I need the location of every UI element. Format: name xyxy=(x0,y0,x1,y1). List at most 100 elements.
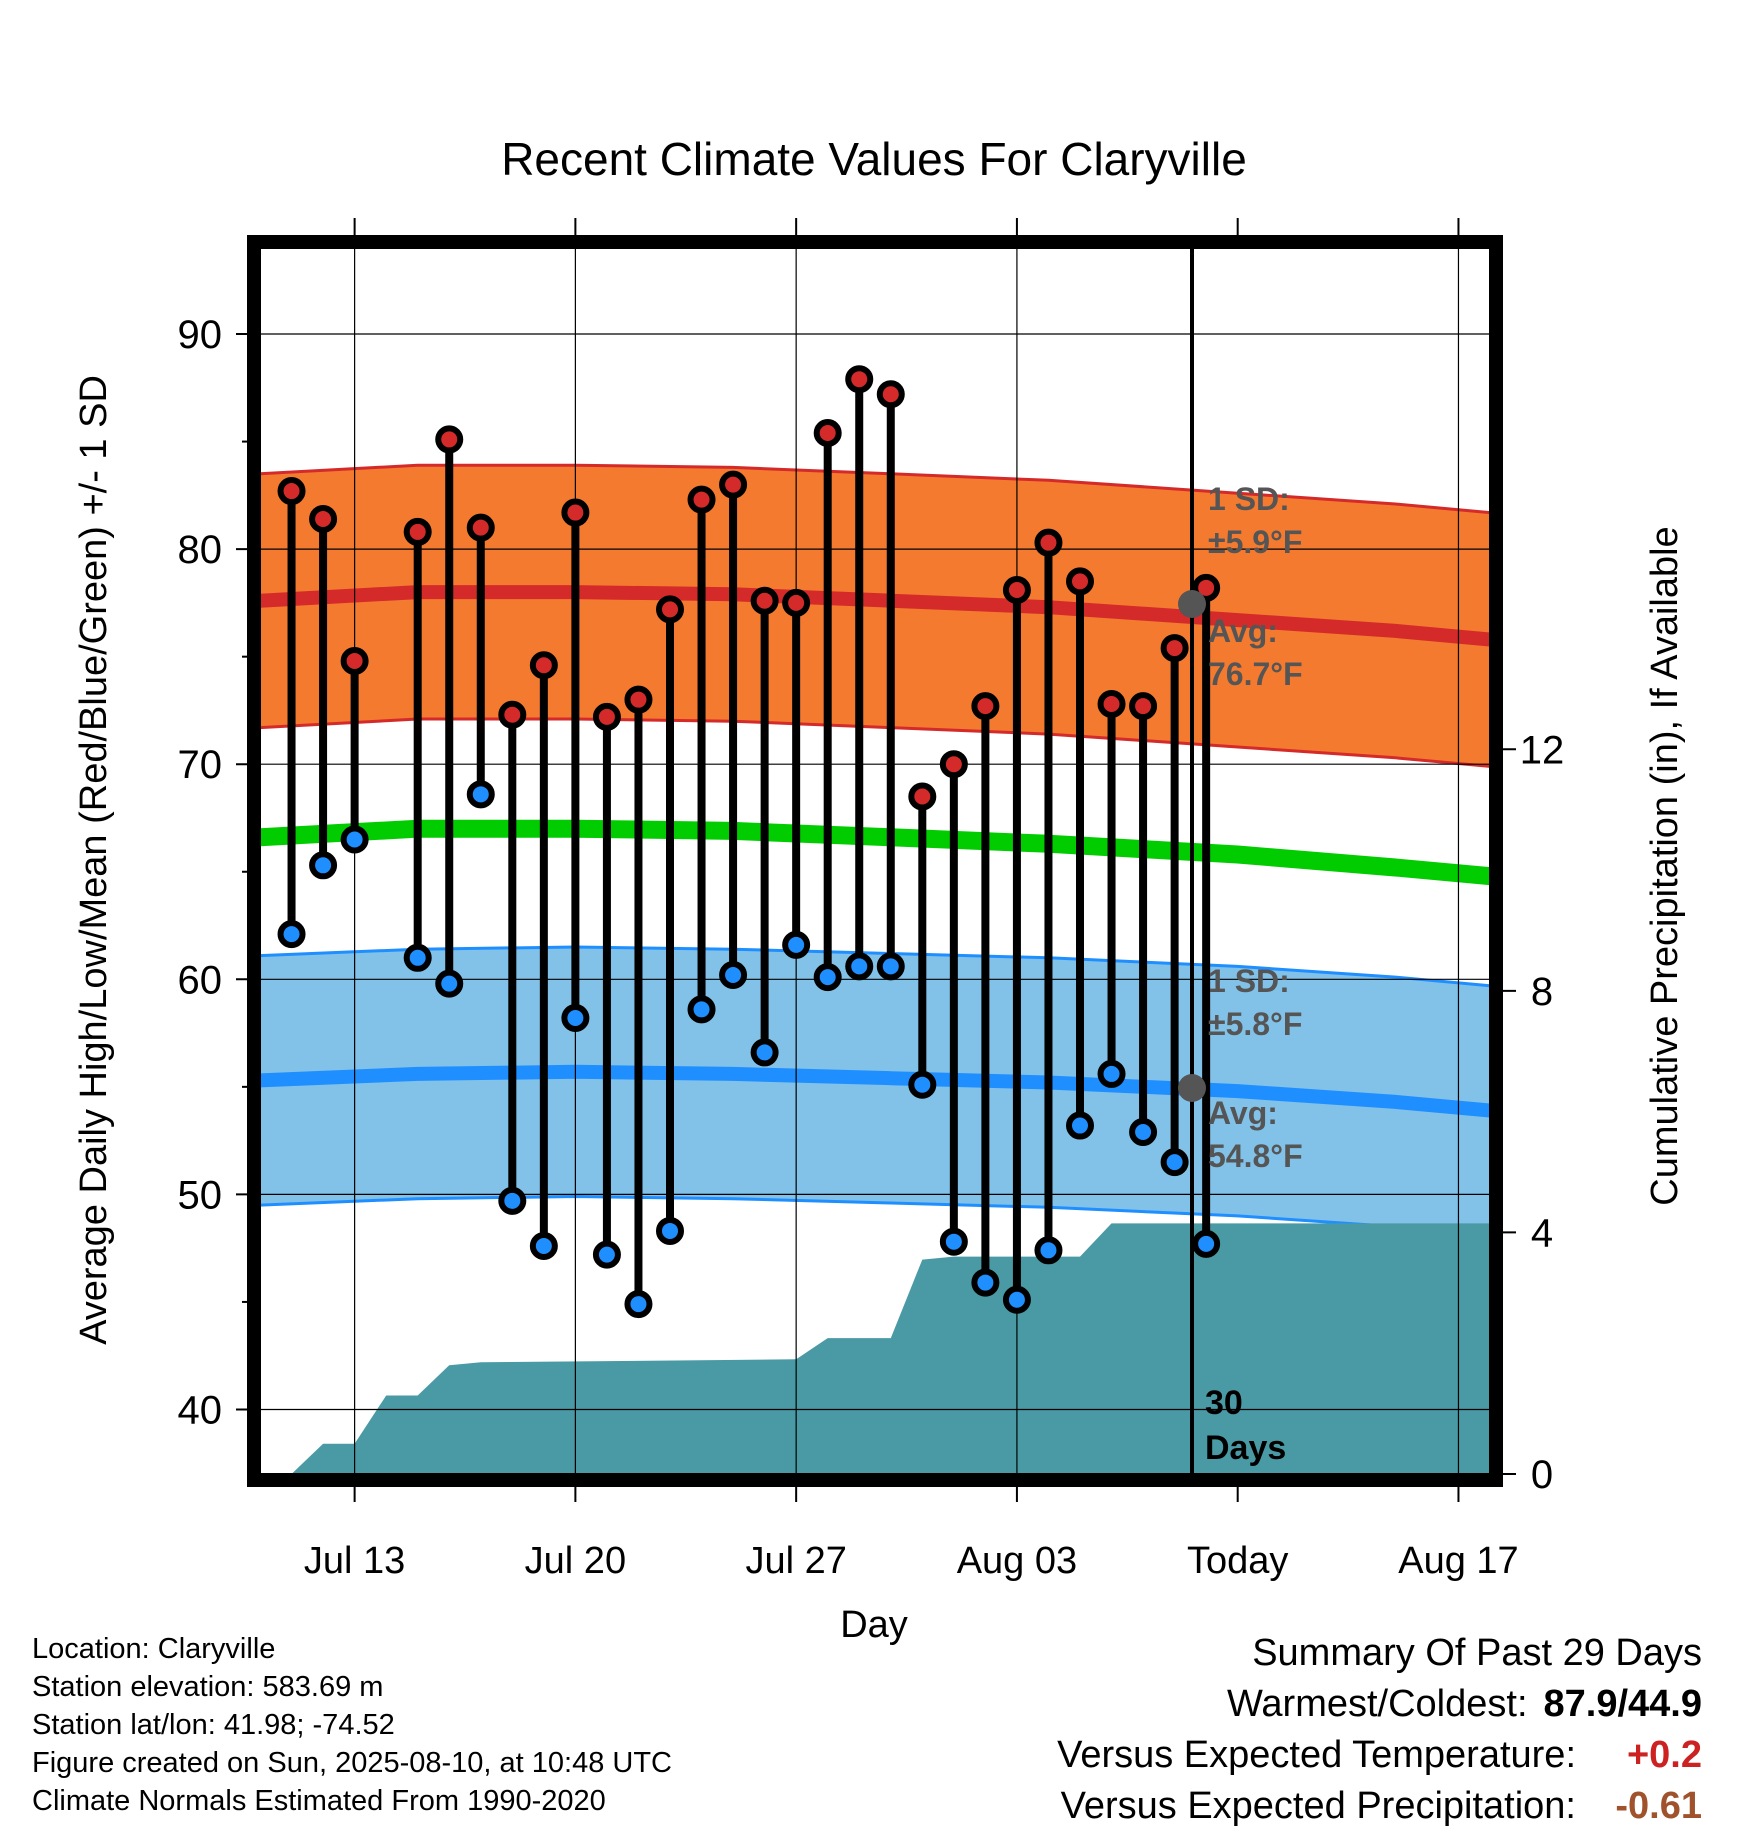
low-point xyxy=(1160,1148,1189,1177)
high-point xyxy=(845,365,874,394)
low-point xyxy=(529,1232,558,1261)
x-tick-label: Jul 20 xyxy=(525,1540,626,1582)
precipitation-fill xyxy=(291,1223,1490,1474)
low-sd-value: ±5.8°F xyxy=(1208,1006,1302,1042)
high-point xyxy=(435,425,464,454)
high-sd-label: 1 SD: xyxy=(1208,481,1290,517)
high-point xyxy=(719,470,748,499)
low-point xyxy=(403,943,432,972)
latlon-text: Station lat/lon: 41.98; -74.52 xyxy=(32,1709,395,1741)
high-avg-label: Avg: xyxy=(1208,613,1278,649)
y-tick-label: 50 xyxy=(178,1173,223,1217)
low-point xyxy=(876,952,905,981)
high-point xyxy=(939,750,968,779)
low-point xyxy=(719,960,748,989)
x-tick-label: Jul 27 xyxy=(745,1540,846,1582)
y-axis-label: Average Daily High/Low/Mean (Red/Blue/Gr… xyxy=(73,375,115,1345)
high-normal-today-marker xyxy=(1178,590,1206,618)
y2-tick-label: 4 xyxy=(1531,1211,1553,1255)
y2-tick-label: 0 xyxy=(1531,1453,1553,1497)
summary-title: Summary Of Past 29 Days xyxy=(1252,1632,1702,1674)
y2-tick-label: 8 xyxy=(1531,970,1553,1014)
low-point xyxy=(750,1038,779,1067)
axis-ticks: 40 50 60 70 80 90 0 4 8 12 Jul 13 Jul 20 Jul 27 Aug 0… xyxy=(178,218,1565,1582)
high-point xyxy=(309,505,338,534)
low-point xyxy=(498,1186,527,1215)
low-normal-today-marker xyxy=(1178,1074,1206,1102)
temp-departure-value: +0.2 xyxy=(1626,1734,1702,1776)
normal-bands xyxy=(260,463,1490,1237)
y2-tick-label: 12 xyxy=(1520,728,1565,772)
low-point xyxy=(1066,1111,1094,1140)
warm-cold-value: 87.9/44.9 xyxy=(1543,1683,1702,1725)
low-point xyxy=(466,780,495,809)
high-point xyxy=(592,702,621,731)
low-point xyxy=(1097,1059,1126,1088)
warm-cold-row: Warmest/Coldest: 87.9/44.9 xyxy=(1057,1679,1702,1730)
low-point xyxy=(656,1216,684,1245)
low-point xyxy=(435,969,464,998)
daily-range-bars xyxy=(287,379,1211,1305)
low-point xyxy=(1002,1285,1031,1314)
low-sd-lower-line xyxy=(260,1194,1490,1237)
low-point xyxy=(939,1227,968,1256)
elevation-text: Station elevation: 583.69 m xyxy=(32,1671,384,1703)
low-point xyxy=(845,952,874,981)
high-point xyxy=(561,498,590,527)
low-point xyxy=(277,920,306,949)
high-point xyxy=(340,646,369,675)
high-point xyxy=(403,517,432,546)
y-tick-label: 60 xyxy=(178,958,223,1002)
x-axis-label: Day xyxy=(840,1604,908,1646)
chart-title: Recent Climate Values For Claryville xyxy=(501,133,1247,185)
low-sd-label: 1 SD: xyxy=(1208,963,1290,999)
x-tick-label: Aug 03 xyxy=(957,1540,1077,1582)
high-point xyxy=(813,418,842,447)
days-count-word: Days xyxy=(1205,1429,1286,1467)
high-point xyxy=(1097,689,1126,718)
summary-panel: Summary Of Past 29 Days Warmest/Coldest:… xyxy=(1057,1628,1702,1832)
high-point xyxy=(908,782,937,811)
normals-text: Climate Normals Estimated From 1990-2020 xyxy=(32,1785,606,1817)
high-point xyxy=(624,685,653,714)
high-avg-value: 76.7°F xyxy=(1208,656,1303,692)
low-avg-label: Avg: xyxy=(1208,1095,1278,1131)
low-point xyxy=(340,825,369,854)
x-tick-label: Today xyxy=(1187,1540,1288,1582)
high-point xyxy=(529,651,558,680)
high-point xyxy=(656,595,684,624)
high-point xyxy=(1002,575,1031,604)
high-point xyxy=(687,485,716,514)
y-tick-label: 40 xyxy=(178,1388,223,1432)
precipitation-area xyxy=(291,1223,1490,1474)
low-point xyxy=(561,1004,590,1033)
daily-points xyxy=(277,365,1221,1319)
low-point xyxy=(1034,1236,1063,1265)
days-count-number: 30 xyxy=(1205,1384,1243,1422)
high-sd-band xyxy=(260,465,1490,767)
precip-departure-row: Versus Expected Precipitation: -0.61 xyxy=(1057,1781,1702,1832)
temp-departure-label: Versus Expected Temperature: xyxy=(1057,1734,1576,1776)
low-point xyxy=(782,930,811,959)
high-point xyxy=(782,588,811,617)
temp-departure-row: Versus Expected Temperature: +0.2 xyxy=(1057,1730,1702,1781)
low-point xyxy=(908,1070,937,1099)
y-tick-label: 90 xyxy=(178,313,223,357)
low-normal-line xyxy=(260,1064,1490,1118)
high-point xyxy=(466,513,495,542)
x-tick-label: Jul 13 xyxy=(304,1540,405,1582)
low-point xyxy=(813,963,842,992)
low-point xyxy=(687,995,716,1024)
high-point xyxy=(498,700,527,729)
precip-departure-label: Versus Expected Precipitation: xyxy=(1060,1785,1576,1827)
station-info: Location: Claryville Station elevation: … xyxy=(32,1630,672,1820)
low-point xyxy=(971,1268,1000,1297)
y-tick-label: 70 xyxy=(178,743,223,787)
plot-frame xyxy=(247,235,1503,1487)
high-point xyxy=(1034,528,1063,557)
y-tick-label: 80 xyxy=(178,528,223,572)
high-sd-value: ±5.9°F xyxy=(1208,524,1302,560)
high-point xyxy=(277,477,306,506)
warm-cold-label: Warmest/Coldest: xyxy=(1226,1683,1528,1725)
